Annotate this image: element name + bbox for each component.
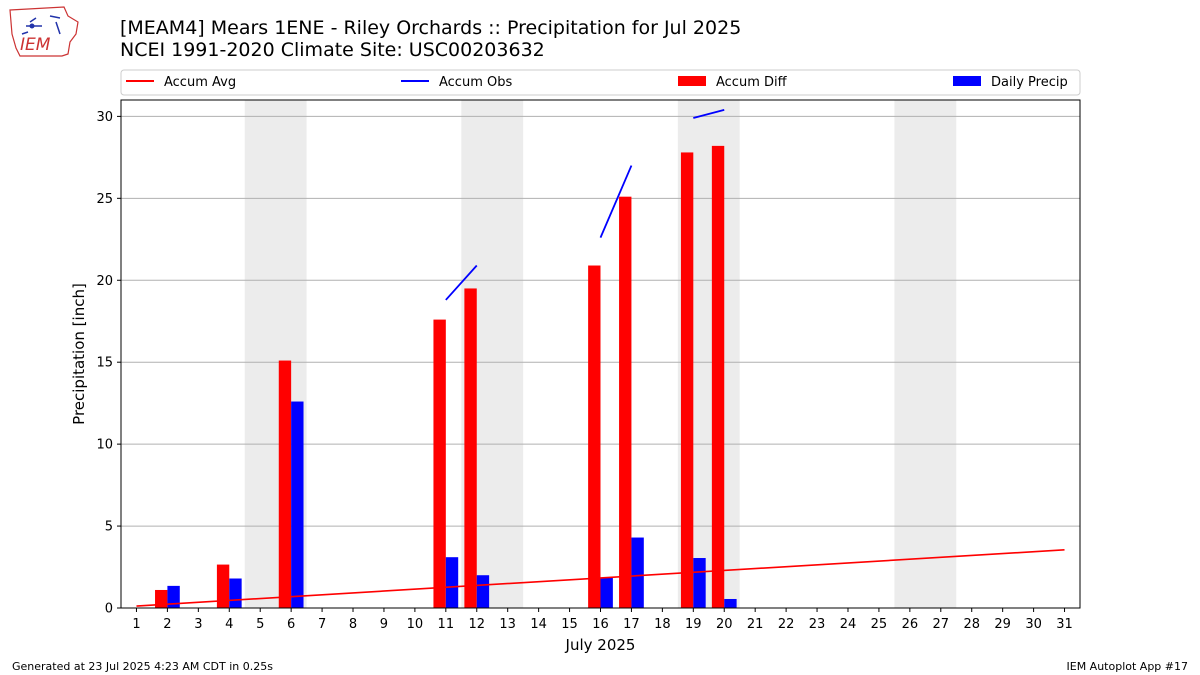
accum-diff-bar [711,145,725,609]
x-tick-label: 21 [747,617,764,632]
accum-diff-bar [588,265,601,608]
daily-precip-bar [476,575,490,608]
lines [136,108,1065,607]
y-tick-label: 15 [96,356,113,371]
accum-diff-bar [433,319,446,608]
bars [155,145,737,609]
daily-precip-bar [693,558,706,608]
x-tick-label: 26 [902,617,919,632]
y-tick-label: 0 [105,602,113,617]
x-tick-label: 31 [1056,617,1073,632]
accum-diff-bar [278,360,292,608]
iem-logo: IEM [6,4,82,62]
legend: Accum Avg Accum Obs Accum Diff Daily Precip [120,69,1081,96]
x-tick-label: 1 [132,617,140,632]
x-tick-label: 8 [349,617,357,632]
y-tick-label: 20 [96,274,113,289]
x-tick-label: 14 [530,617,547,632]
x-tick-label: 27 [933,617,950,632]
x-tick-label: 5 [256,617,264,632]
x-tick-label: 2 [163,617,171,632]
x-tick-label: 24 [840,617,857,632]
daily-precip-bar [631,537,644,608]
accum-avg-line [136,549,1065,607]
title-line-2: NCEI 1991-2020 Climate Site: USC00203632 [120,39,545,61]
x-tick-label: 17 [623,617,640,632]
y-axis-label: Precipitation [inch] [70,283,88,425]
accum-diff-bar [216,564,230,608]
generated-note: Generated at 23 Jul 2025 4:23 AM CDT in … [12,660,273,673]
accum-diff-bar [464,288,477,608]
x-tick-label: 25 [871,617,888,632]
x-tick-label: 7 [318,617,326,632]
accum-diff-bar [619,196,632,608]
x-tick-label: 12 [468,617,485,632]
x-tick-label: 30 [1025,617,1042,632]
accum-obs-line [599,165,633,239]
legend-accum-obs-label: Accum Obs [439,75,512,90]
x-tick-label: 16 [592,617,609,632]
daily-precip-bar [229,578,242,608]
accum-diff-bar [680,152,694,608]
y-tick-label: 5 [105,520,113,535]
app-note: IEM Autoplot App #17 [1066,660,1189,673]
x-tick-label: 19 [685,617,702,632]
legend-accum-avg-label: Accum Avg [164,75,236,90]
x-tick-label: 11 [438,617,455,632]
x-tick-label: 13 [499,617,516,632]
legend-daily-precip-swatch [953,76,981,86]
x-tick-label: 4 [225,617,233,632]
x-tick-label: 10 [407,617,424,632]
x-tick-label: 15 [561,617,578,632]
legend-accum-diff-label: Accum Diff [716,75,788,90]
accum-diff-bar [155,589,168,608]
daily-precip-bar [445,557,459,608]
x-tick-label: 28 [963,617,980,632]
legend-box [120,69,1081,96]
x-tick-label: 29 [994,617,1011,632]
daily-precip-bar [291,401,304,608]
weekend-shade [894,100,957,608]
x-tick-label: 22 [778,617,795,632]
x-tick-label: 9 [380,617,388,632]
x-tick-label: 18 [654,617,671,632]
daily-precip-bar [600,577,613,608]
x-tick-label: 6 [287,617,295,632]
x-axis-label: July 2025 [565,636,636,654]
x-tick-label: 3 [194,617,202,632]
daily-precip-bar [167,585,180,608]
page-title: [MEAM4] Mears 1ENE - Riley Orchards :: P… [120,17,741,61]
y-tick-label: 10 [96,438,113,453]
y-tick-label: 25 [96,192,113,207]
legend-accum-diff-swatch [678,76,706,86]
y-tick-label: 30 [96,110,113,125]
legend-daily-precip-label: Daily Precip [991,75,1068,90]
daily-precip-bar [724,598,737,608]
accum-obs-line [445,264,478,301]
title-line-1: [MEAM4] Mears 1ENE - Riley Orchards :: P… [120,17,742,39]
logo-text: IEM [20,35,51,55]
x-tick-label: 23 [809,617,826,632]
x-tick-label: 20 [716,617,733,632]
accum-obs-line [693,108,725,119]
